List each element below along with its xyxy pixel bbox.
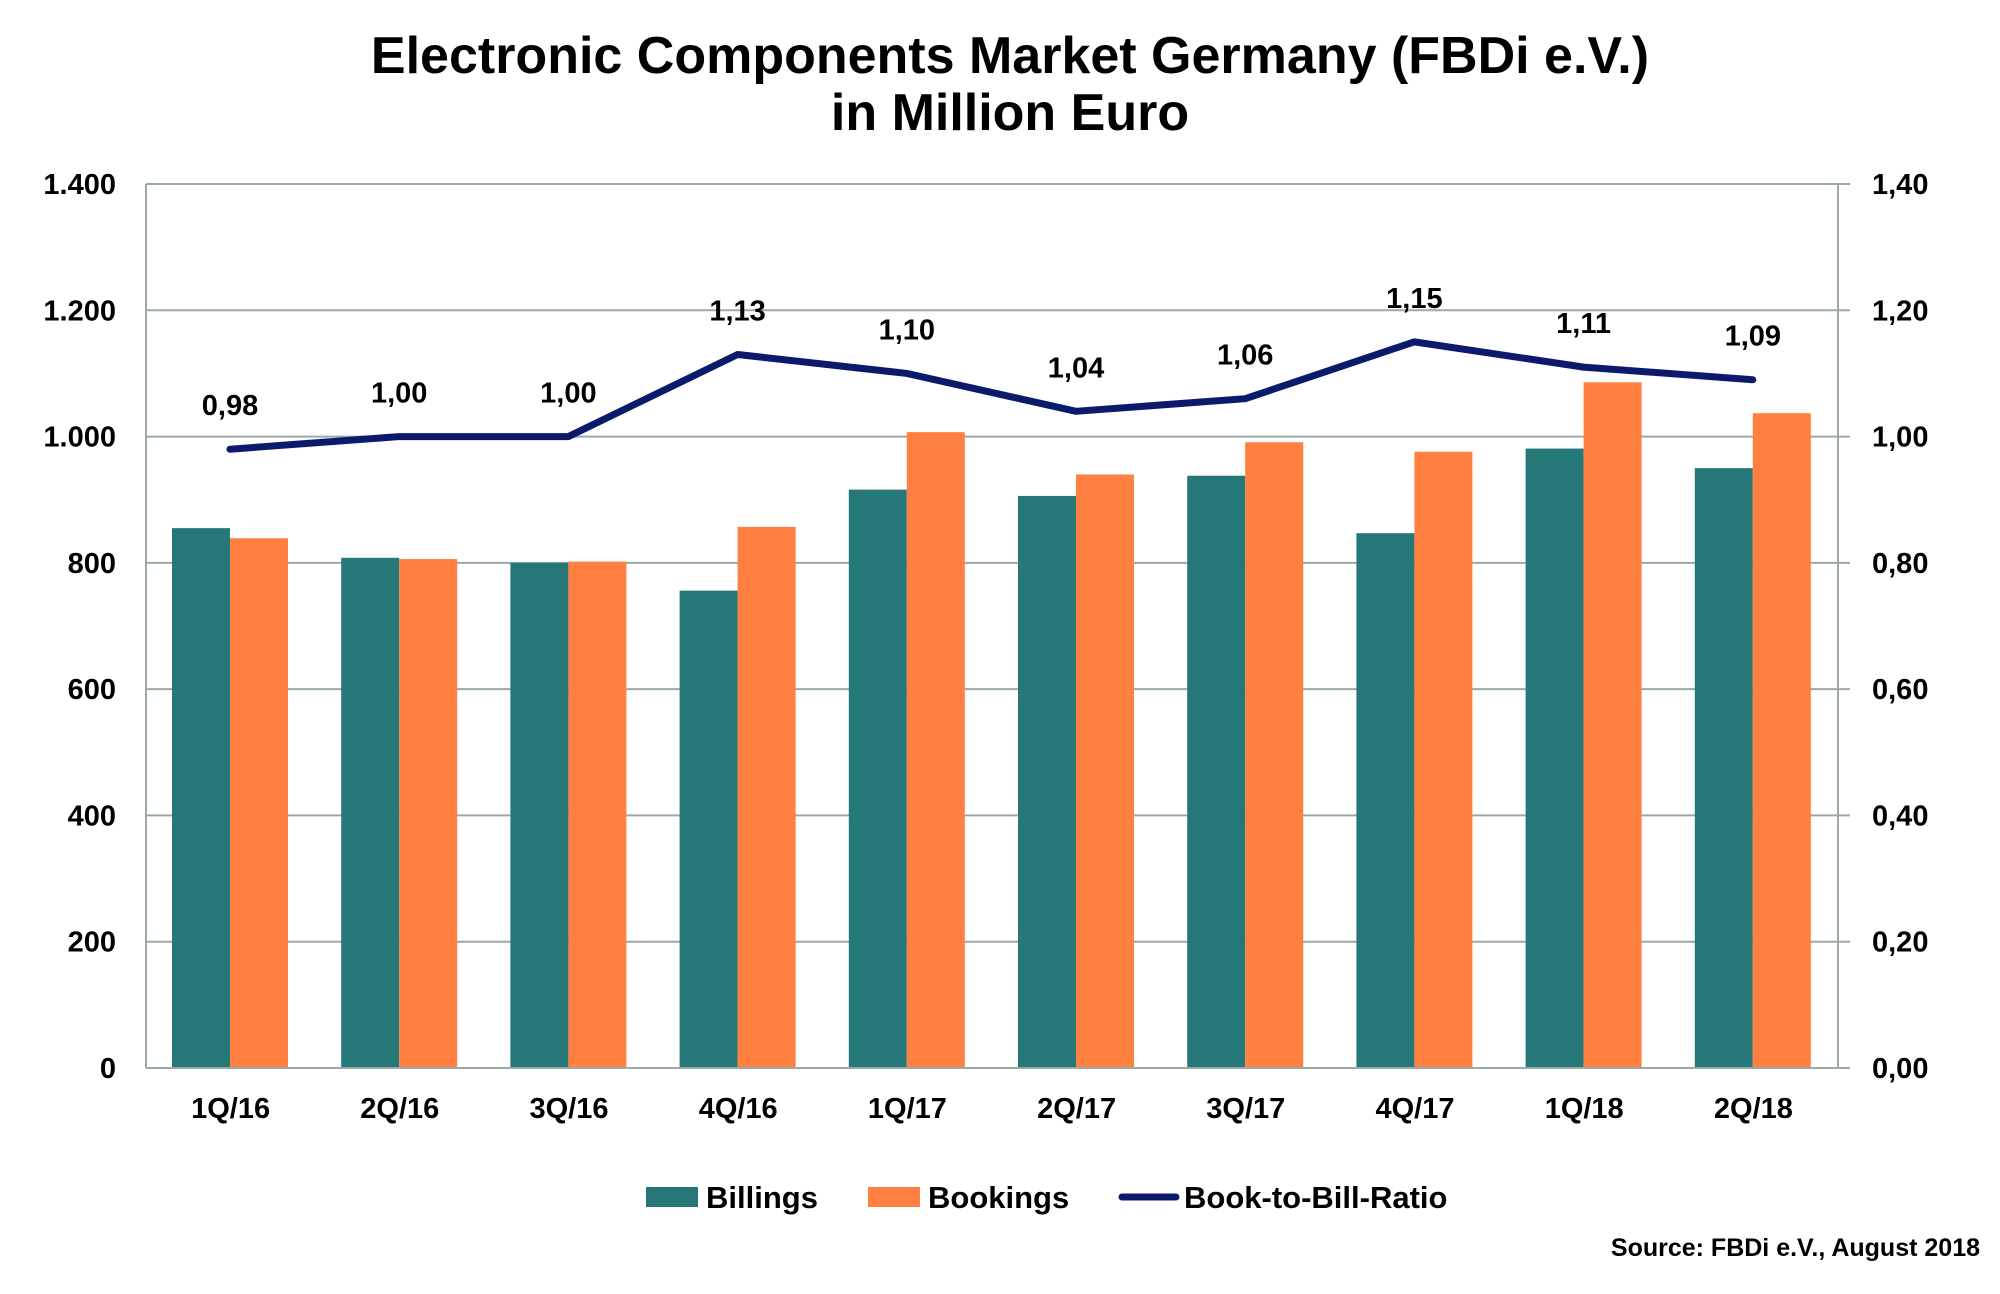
data-label: 1,04 <box>1048 352 1104 384</box>
bar-billings <box>172 528 230 1068</box>
x-tick-label: 3Q/17 <box>1206 1093 1285 1125</box>
ratio-line <box>226 338 1757 453</box>
data-label: 1,11 <box>1556 308 1611 340</box>
bars <box>172 382 1811 1069</box>
x-tick-label: 3Q/16 <box>530 1093 609 1125</box>
bar-billings <box>848 489 907 1068</box>
bar-bookings <box>1076 474 1134 1068</box>
right-tick-label: 0,00 <box>1872 1053 1928 1085</box>
right-tick-label: 1,40 <box>1872 169 1928 201</box>
legend-label-billings: Billings <box>706 1180 818 1215</box>
data-label: 1,06 <box>1217 340 1273 372</box>
x-tick-label: 1Q/16 <box>191 1093 270 1125</box>
legend-swatch-billings <box>646 1187 698 1207</box>
right-tick-label: 1,00 <box>1872 422 1928 454</box>
bar-billings <box>1525 448 1584 1068</box>
right-tick-label: 0,40 <box>1872 800 1928 832</box>
left-tick-label: 1.200 <box>43 295 116 327</box>
data-label: 1,09 <box>1725 321 1781 353</box>
bar-billings <box>1018 495 1076 1068</box>
left-tick-label: 0 <box>100 1053 116 1085</box>
right-tick-label: 0,80 <box>1872 548 1928 580</box>
axes: 0 0,00 200 0,20 400 0,40 600 0,60 800 0,80 1.000 1,… <box>43 169 1928 1125</box>
right-tick-label: 0,20 <box>1872 927 1928 959</box>
data-label: 1,10 <box>879 314 935 346</box>
legend-label-bookings: Bookings <box>928 1180 1069 1215</box>
x-tick-label: 4Q/16 <box>699 1093 778 1125</box>
bar-bookings <box>1414 451 1473 1068</box>
bar-bookings <box>1752 413 1811 1068</box>
bar-bookings <box>399 559 458 1068</box>
data-label: 0,98 <box>202 390 258 422</box>
data-label: 1,15 <box>1386 283 1442 315</box>
x-tick-label: 2Q/16 <box>360 1093 439 1125</box>
x-tick-label: 4Q/17 <box>1376 1093 1455 1125</box>
bar-bookings <box>568 561 627 1068</box>
left-tick-label: 1.000 <box>43 422 116 454</box>
bar-bookings <box>230 538 288 1068</box>
x-tick-label: 1Q/18 <box>1545 1093 1624 1125</box>
left-tick-label: 400 <box>68 800 116 832</box>
data-label: 1,00 <box>540 378 596 410</box>
left-tick-label: 800 <box>68 548 116 580</box>
ratio-line-group: 0,98 1,00 1,00 1,13 1,10 1,04 1,06 1,15 1,11 1,09 <box>202 283 1781 453</box>
chart-subtitle: in Million Euro <box>831 84 1189 142</box>
x-tick-label: 1Q/17 <box>868 1093 947 1125</box>
bar-billings <box>1187 475 1246 1069</box>
bar-bookings <box>906 432 965 1068</box>
bar-billings <box>1356 533 1415 1068</box>
source-note: Source: FBDi e.V., August 2018 <box>1611 1234 1980 1262</box>
legend: Billings Bookings Book-to-Bill-Ratio <box>646 1180 1447 1215</box>
left-tick-label: 1.400 <box>43 169 116 201</box>
left-tick-label: 600 <box>68 674 116 706</box>
legend-label-ratio: Book-to-Bill-Ratio <box>1184 1180 1447 1215</box>
x-tick-label: 2Q/18 <box>1714 1093 1793 1125</box>
bar-bookings <box>737 526 796 1068</box>
legend-swatch-bookings <box>868 1187 920 1207</box>
data-label: 1,00 <box>371 378 427 410</box>
x-tick-label: 2Q/17 <box>1037 1093 1116 1125</box>
bar-billings <box>679 590 738 1068</box>
bar-bookings <box>1583 382 1642 1069</box>
right-tick-label: 0,60 <box>1872 674 1928 706</box>
bar-bookings <box>1245 442 1304 1068</box>
bar-billings <box>510 562 569 1068</box>
right-tick-label: 1,20 <box>1872 295 1928 327</box>
data-label: 1,13 <box>709 295 765 327</box>
bar-billings <box>341 557 400 1068</box>
chart-title: Electronic Components Market Germany (FB… <box>371 27 1649 85</box>
bar-billings <box>1694 468 1753 1069</box>
left-tick-label: 200 <box>68 927 116 959</box>
